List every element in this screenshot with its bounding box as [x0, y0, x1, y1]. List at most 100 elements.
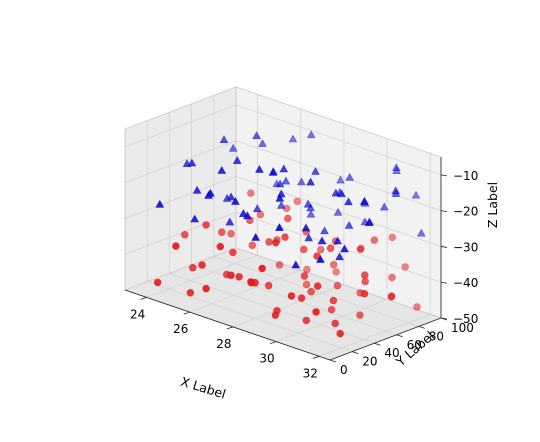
data-point-circle: [356, 311, 364, 319]
x-axis-label: X Label: [179, 374, 228, 402]
x-tick-mark: [313, 355, 320, 359]
data-point-triangle: [335, 252, 344, 261]
data-point-triangle: [252, 131, 261, 139]
y-tick-label: 40: [384, 346, 399, 360]
data-point-triangle: [243, 211, 252, 220]
z-tick-label: −20: [453, 205, 478, 219]
data-point-triangle: [311, 166, 320, 175]
data-point-circle: [247, 189, 255, 197]
data-point-circle: [413, 303, 421, 311]
y-tick-mark: [329, 359, 337, 363]
data-point-circle: [281, 233, 289, 241]
data-point-triangle: [379, 202, 389, 211]
data-point-triangle: [155, 199, 165, 208]
y-tick-label: 20: [362, 355, 377, 369]
data-point-triangle: [391, 186, 401, 195]
data-point-triangle: [340, 244, 349, 253]
data-point-triangle: [317, 236, 327, 245]
data-point-triangle: [217, 166, 227, 174]
data-point-circle: [258, 264, 266, 273]
data-point-triangle: [297, 177, 306, 186]
data-point-triangle: [281, 176, 291, 185]
data-point-circle: [332, 268, 340, 276]
z-tick-label: −50: [453, 312, 478, 326]
data-point-circle: [216, 242, 225, 251]
data-point-circle: [329, 296, 338, 305]
data-point-triangle: [337, 189, 347, 198]
x-tick-mark: [269, 341, 277, 344]
pane-edge: [124, 86, 237, 130]
data-point-triangle: [411, 190, 421, 199]
data-point-triangle: [190, 214, 200, 223]
data-point-triangle: [306, 209, 316, 218]
data-point-circle: [297, 294, 306, 302]
data-point-triangle: [333, 236, 343, 245]
data-point-circle: [218, 228, 226, 236]
data-point-circle: [248, 241, 257, 250]
data-point-triangle: [231, 196, 240, 205]
data-point-circle: [302, 316, 310, 325]
data-point-triangle: [255, 164, 264, 173]
back-pane: [236, 87, 441, 318]
data-point-circle: [307, 288, 315, 296]
y-tick-label: 80: [429, 329, 444, 343]
data-point-circle: [312, 308, 320, 316]
data-point-circle: [198, 261, 206, 269]
data-point-circle: [333, 281, 342, 290]
z-tick-label: −40: [453, 276, 478, 290]
data-point-circle: [247, 279, 256, 287]
data-point-circle: [327, 306, 336, 314]
data-point-circle: [265, 238, 273, 246]
data-point-triangle: [251, 232, 261, 241]
z-tick-label: −30: [453, 240, 478, 254]
data-point-circle: [227, 271, 235, 279]
data-point-triangle: [303, 199, 313, 208]
data-point-circle: [336, 329, 344, 338]
data-point-circle: [331, 319, 339, 328]
data-point-circle: [361, 277, 369, 286]
data-point-triangle: [364, 218, 374, 226]
data-point-triangle: [316, 255, 325, 263]
data-point-circle: [302, 280, 311, 289]
data-point-triangle: [288, 134, 298, 143]
data-point-circle: [401, 263, 409, 271]
data-point-circle: [284, 214, 292, 223]
data-point-circle: [317, 245, 325, 254]
data-point-triangle: [279, 164, 289, 173]
data-point-triangle: [291, 260, 301, 269]
z-tick-mark: [440, 174, 448, 177]
z-tick-label: −10: [453, 169, 478, 183]
data-point-triangle: [225, 217, 235, 226]
data-point-circle: [293, 197, 301, 206]
data-point-triangle: [226, 192, 236, 201]
data-point-triangle: [192, 185, 202, 194]
data-point-circle: [186, 289, 195, 297]
data-point-triangle: [232, 156, 242, 164]
data-point-circle: [361, 271, 369, 279]
data-point-circle: [388, 273, 396, 282]
data-point-triangle: [301, 223, 311, 232]
x-tick-mark: [183, 311, 190, 315]
y-tick-mark: [352, 351, 359, 354]
data-point-circle: [287, 292, 296, 300]
side-pane: [125, 87, 236, 290]
data-point-circle: [272, 239, 280, 247]
y-tick-mark: [418, 326, 425, 329]
z-tick-mark: [440, 281, 448, 284]
data-point-circle: [275, 261, 284, 269]
data-point-triangle: [187, 158, 197, 167]
data-point-triangle: [359, 197, 369, 206]
data-point-circle: [300, 272, 309, 280]
x-tick-label: 28: [216, 337, 231, 351]
z-tick-mark: [440, 317, 448, 320]
pane-edge: [235, 86, 442, 158]
data-point-triangle: [306, 177, 315, 186]
data-point-circle: [303, 265, 311, 274]
data-point-triangle: [304, 233, 314, 242]
data-point-circle: [330, 261, 338, 269]
data-point-circle: [271, 311, 280, 319]
data-point-circle: [189, 264, 197, 272]
y-tick-label: 60: [407, 338, 422, 352]
data-point-circle: [202, 284, 210, 293]
data-point-circle: [388, 233, 396, 242]
